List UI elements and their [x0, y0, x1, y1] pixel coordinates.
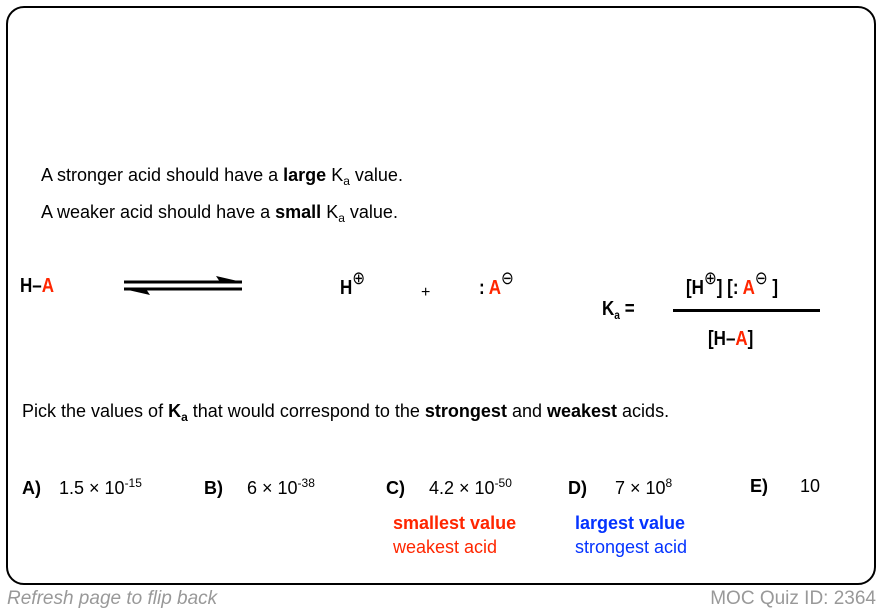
option-d[interactable]: D) 7 × 108 — [568, 476, 673, 498]
option-b[interactable]: B) 6 × 10-38 — [204, 476, 315, 498]
reactant-ha: H–A — [20, 275, 55, 297]
option-e[interactable]: E) 10 — [750, 476, 821, 496]
ka-label: Ka = — [602, 298, 635, 322]
largest-value-label: largest value — [575, 513, 686, 533]
option-c[interactable]: C) 4.2 × 10-50 — [386, 476, 512, 498]
option-a[interactable]: A) 1.5 × 10-15 — [22, 476, 142, 498]
strongest-acid-label: strongest acid — [575, 537, 688, 557]
ka-denominator: [H–A] — [708, 328, 754, 350]
product-h-plus: H⊕ — [340, 268, 366, 299]
plus-sign: + — [421, 284, 431, 301]
weakest-acid-label: weakest acid — [393, 537, 498, 557]
smallest-value-label: smallest value — [393, 513, 517, 533]
question-text: Pick the values of Ka that would corresp… — [22, 401, 670, 424]
ka-numerator: [H⊕] [: A⊖ ] — [686, 268, 779, 299]
statement-strong: A stronger acid should have a large Ka v… — [41, 165, 403, 188]
product-a-minus: : A⊖ — [479, 268, 514, 299]
quiz-card — [6, 6, 876, 585]
statement-weak: A weaker acid should have a small Ka val… — [41, 202, 398, 225]
equilibrium-arrow-icon — [124, 276, 242, 295]
fraction-bar — [673, 309, 820, 312]
refresh-hint[interactable]: Refresh page to flip back — [7, 588, 218, 609]
quiz-id: MOC Quiz ID: 2364 — [710, 588, 876, 609]
